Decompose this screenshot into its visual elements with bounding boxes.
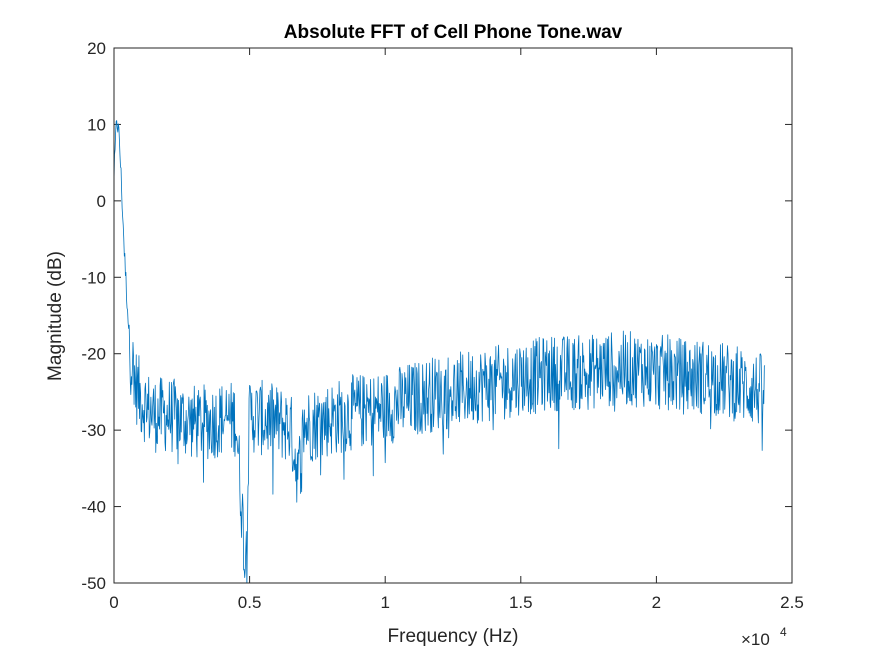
y-tick-label: -20 [81, 345, 106, 364]
y-tick-label: -30 [81, 421, 106, 440]
x-axis-label: Frequency (Hz) [388, 626, 519, 647]
y-tick-label: 20 [87, 39, 106, 58]
y-tick-label: -10 [81, 268, 106, 287]
axes-background [114, 48, 792, 583]
x-tick-label: 1 [380, 593, 389, 612]
x-tick-label: 0.5 [238, 593, 262, 612]
x-exponent-power: 4 [780, 625, 787, 639]
x-tick-label: 0 [109, 593, 118, 612]
y-tick-label: -40 [81, 498, 106, 517]
y-tick-label: 10 [87, 115, 106, 134]
y-axis-label: Magnitude (dB) [45, 251, 66, 381]
x-tick-label: 2.5 [780, 593, 804, 612]
x-tick-label: 1.5 [509, 593, 533, 612]
y-tick-label: -50 [81, 574, 106, 593]
x-exponent-base: ×10 [741, 630, 770, 649]
y-tick-label: 0 [97, 192, 106, 211]
x-tick-label: 2 [652, 593, 661, 612]
chart-title: Absolute FFT of Cell Phone Tone.wav [284, 22, 623, 43]
